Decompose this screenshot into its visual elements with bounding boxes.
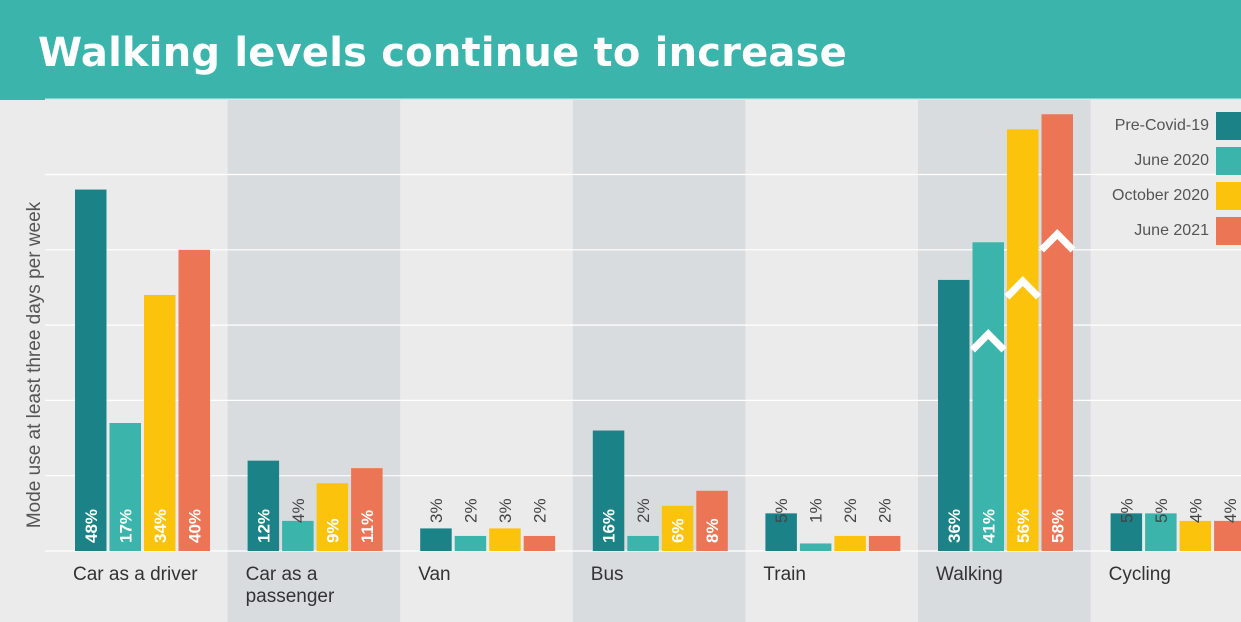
legend-label: Pre-Covid-19 — [1114, 117, 1209, 134]
bar-bus-june-2021 — [696, 490, 728, 551]
category-label: Car as a driver — [73, 564, 198, 585]
data-label: 2% — [634, 498, 653, 523]
bar-cycling-october-2020 — [1179, 520, 1212, 551]
chevron-up-icon — [1039, 229, 1076, 253]
bar-car-as-a-driver-june-2020 — [109, 422, 141, 551]
data-label: 11% — [358, 510, 377, 543]
bar-van-june-2020 — [454, 535, 487, 551]
data-label: 5% — [1117, 498, 1136, 523]
data-label: 2% — [876, 498, 895, 523]
data-label: 12% — [254, 509, 273, 543]
category-label: Walking — [936, 564, 1003, 585]
data-label: 36% — [945, 509, 964, 543]
legend-item-october-2020: October 2020 — [1061, 182, 1241, 210]
bar-van-pre-covid-19 — [420, 528, 452, 551]
data-label: 9% — [323, 518, 342, 543]
data-label: 41% — [979, 509, 998, 543]
data-label: 56% — [1014, 509, 1033, 543]
category-label: Train — [763, 564, 806, 585]
data-label: 4% — [1221, 498, 1240, 523]
legend-label: October 2020 — [1112, 187, 1209, 204]
bar-car-as-a-driver-october-2020 — [144, 294, 176, 551]
bar-bus-pre-covid-19 — [592, 430, 625, 551]
category-label: Cycling — [1109, 564, 1171, 585]
bar-car-as-a-driver-pre-covid-19 — [75, 189, 107, 551]
legend-item-pre-covid-19: Pre-Covid-19 — [1061, 112, 1241, 140]
bar-train-pre-covid-19 — [765, 513, 797, 551]
data-label: 8% — [703, 518, 722, 543]
data-label: 2% — [841, 498, 860, 523]
bar-van-june-2021 — [523, 535, 556, 551]
data-label: 34% — [151, 509, 170, 543]
legend-label: June 2020 — [1134, 152, 1209, 169]
legend-swatch — [1216, 112, 1241, 140]
bar-cycling-june-2020 — [1145, 513, 1177, 551]
data-label: 17% — [116, 509, 135, 543]
data-label: 58% — [1048, 509, 1067, 543]
legend-swatch — [1216, 217, 1241, 245]
bar-bus-june-2020 — [627, 535, 659, 551]
category-label: Car as a — [246, 564, 318, 585]
bar-car-as-a-passenger-june-2021 — [351, 468, 383, 551]
legend-label: June 2021 — [1134, 222, 1209, 239]
data-label: 2% — [530, 498, 549, 523]
bar-walking-june-2021 — [1041, 114, 1073, 551]
legend-swatch — [1216, 182, 1241, 210]
bar-walking-october-2020 — [1007, 129, 1039, 551]
bar-car-as-a-passenger-pre-covid-19 — [247, 460, 280, 551]
bar-car-as-a-passenger-june-2020 — [282, 520, 314, 551]
category-label: Van — [418, 564, 450, 585]
data-label: 40% — [185, 509, 204, 543]
bar-van-october-2020 — [489, 528, 521, 551]
data-label: 2% — [461, 498, 480, 523]
legend-swatch — [1216, 147, 1241, 175]
title-banner: Walking levels continue to increase — [0, 0, 1241, 100]
bar-train-june-2020 — [799, 543, 832, 551]
category-label: passenger — [246, 586, 335, 607]
data-label: 4% — [289, 498, 308, 523]
chevron-up-icon — [1004, 276, 1041, 300]
bar-train-october-2020 — [834, 535, 866, 551]
chart-title: Walking levels continue to increase — [38, 30, 847, 76]
bar-walking-pre-covid-19 — [938, 279, 970, 551]
legend-item-june-2020: June 2020 — [1061, 147, 1241, 175]
data-label: 5% — [1152, 498, 1171, 523]
bar-cycling-june-2021 — [1214, 520, 1241, 551]
data-label: 6% — [669, 518, 688, 543]
data-label: 3% — [496, 498, 515, 523]
bar-train-june-2021 — [868, 535, 901, 551]
bar-car-as-a-driver-june-2021 — [178, 249, 210, 552]
bar-cycling-pre-covid-19 — [1110, 513, 1143, 551]
data-label: 16% — [600, 509, 619, 543]
bar-walking-june-2020 — [972, 242, 1004, 551]
legend-item-june-2021: June 2021 — [1061, 217, 1241, 245]
category-label: Bus — [591, 564, 624, 585]
bar-bus-october-2020 — [661, 505, 694, 551]
data-label: 48% — [82, 509, 101, 543]
chevron-up-icon — [970, 329, 1007, 353]
data-label: 3% — [427, 498, 446, 523]
bar-car-as-a-passenger-october-2020 — [316, 483, 349, 551]
data-label: 5% — [772, 498, 791, 523]
data-label: 4% — [1186, 498, 1205, 523]
data-label: 1% — [807, 498, 826, 523]
